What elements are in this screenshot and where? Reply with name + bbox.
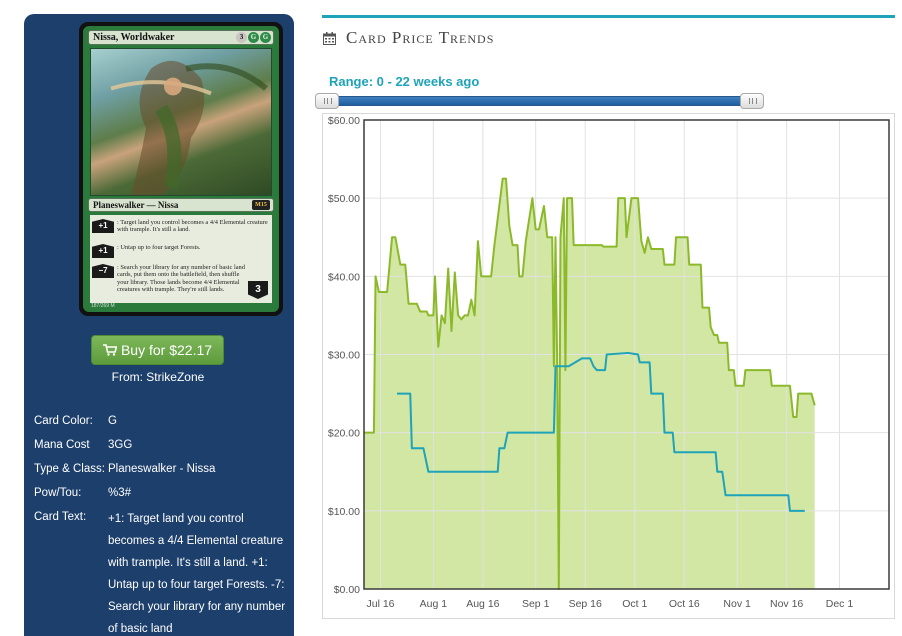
- loyalty-badge: +1: [92, 244, 114, 258]
- buy-from-vendor: From: StrikeZone: [111, 370, 205, 384]
- card-mana-cost: 3 G G: [236, 32, 271, 43]
- card-name: Nissa, Worldwaker: [93, 32, 175, 43]
- buy-button[interactable]: Buy for $22.17: [91, 335, 224, 365]
- starting-loyalty: 3: [248, 281, 268, 299]
- attribute-key: Card Color:: [34, 415, 93, 427]
- ability-row: −7 : Search your library for any number …: [92, 264, 246, 294]
- y-tick-label: $40.00: [328, 271, 360, 283]
- x-tick-label: Dec 1: [826, 598, 854, 610]
- card-title-bar: Nissa, Worldwaker 3 G G: [88, 30, 274, 45]
- series-area-fill: [364, 178, 815, 589]
- loyalty-badge: −7: [92, 264, 114, 278]
- ability-text: : Target land you control becomes a 4/4 …: [117, 219, 268, 234]
- range-slider[interactable]: [315, 92, 764, 110]
- attribute-row-mana-cost: Mana Cost 3GG: [34, 436, 289, 454]
- attribute-value: +1: Target land you control becomes a 4/…: [108, 513, 286, 635]
- set-symbol-icon: M15: [252, 200, 270, 210]
- buy-button-label: Buy for $22.17: [120, 342, 213, 358]
- attribute-value: 3GG: [108, 439, 133, 451]
- y-tick-label: $20.00: [328, 428, 360, 440]
- price-chart-svg: $0.00 $10.00 $20.00 $30.00 $40.00 $50.00 $60.0…: [328, 115, 890, 610]
- attribute-value: Planeswalker - Nissa: [108, 463, 216, 475]
- price-chart: $0.00 $10.00 $20.00 $30.00 $40.00 $50.00 $60.0…: [322, 113, 895, 619]
- y-tick-label: $10.00: [328, 506, 360, 518]
- x-tick-label: Aug 16: [466, 598, 499, 610]
- x-tick-label: Jul 16: [366, 598, 394, 610]
- mana-green-icon: G: [248, 32, 259, 43]
- attribute-row-type: Type & Class: Planeswalker - Nissa: [34, 460, 289, 478]
- series-line-green: [364, 177, 816, 590]
- attribute-row-pow-tou: Pow/Tou: %3#: [34, 484, 289, 502]
- mana-generic-icon: 3: [236, 32, 247, 43]
- attribute-value: G: [108, 415, 117, 427]
- card-art-illustration: [110, 60, 268, 196]
- card-sidebar: Nissa, Worldwaker 3 G G Planeswalker — N…: [24, 14, 294, 636]
- x-tick-label: Oct 1: [622, 598, 647, 610]
- x-tick-label: Sep 1: [522, 598, 550, 610]
- x-tick-label: Nov 1: [723, 598, 751, 610]
- section-title: Card Price Trends: [346, 28, 495, 47]
- x-tick-label: Nov 16: [770, 598, 803, 610]
- slider-handle-end[interactable]: [740, 93, 764, 109]
- x-tick-label: Sep 16: [569, 598, 602, 610]
- card-image: Nissa, Worldwaker 3 G G Planeswalker — N…: [79, 22, 283, 316]
- ability-row: +1 : Target land you control becomes a 4…: [92, 219, 268, 234]
- series-line-blue: [397, 351, 805, 512]
- card-art: [90, 48, 272, 196]
- ability-text: : Search your library for any number of …: [117, 264, 245, 294]
- mana-green-icon: G: [260, 32, 271, 43]
- card-type-text: Planeswalker — Nissa: [93, 200, 179, 210]
- y-tick-label: $60.00: [328, 115, 360, 127]
- attribute-key: Type & Class:: [34, 463, 105, 475]
- ability-row: +1 : Untap up to four target Forests.: [92, 244, 268, 258]
- section-divider: [322, 15, 895, 18]
- y-tick-label: $50.00: [328, 193, 360, 205]
- slider-selected-range: [327, 96, 752, 106]
- y-tick-label: $0.00: [334, 584, 360, 596]
- attribute-value: %3#: [108, 487, 132, 499]
- attribute-row-color: Card Color: G: [34, 412, 289, 430]
- card-frame: Nissa, Worldwaker 3 G G Planeswalker — N…: [83, 26, 279, 312]
- x-tick-label: Aug 1: [420, 598, 448, 610]
- plot-frame: [363, 119, 890, 590]
- section-header: Card Price Trends: [323, 28, 494, 48]
- shopping-cart-icon: [102, 344, 117, 356]
- y-tick-label: $30.00: [328, 350, 360, 362]
- attribute-row-card-text: Card Text: +1: Target land you control b…: [34, 508, 289, 636]
- slider-handle-start[interactable]: [315, 93, 339, 109]
- ability-text: : Untap up to four target Forests.: [117, 244, 201, 251]
- attribute-key: Card Text:: [34, 511, 87, 523]
- x-tick-label: Oct 16: [669, 598, 700, 610]
- card-rules-box: +1 : Target land you control becomes a 4…: [90, 215, 272, 303]
- collector-number: 187/269 M: [91, 303, 115, 309]
- attribute-key: Mana Cost: [34, 439, 90, 451]
- attribute-key: Pow/Tou:: [34, 487, 82, 499]
- card-type-line: Planeswalker — Nissa M15: [88, 198, 274, 212]
- calendar-icon: [323, 31, 336, 45]
- card-attributes: Card Color: G Mana Cost 3GG Type & Class…: [34, 412, 289, 636]
- range-label: Range: 0 - 22 weeks ago: [329, 74, 480, 89]
- loyalty-badge: +1: [92, 219, 114, 233]
